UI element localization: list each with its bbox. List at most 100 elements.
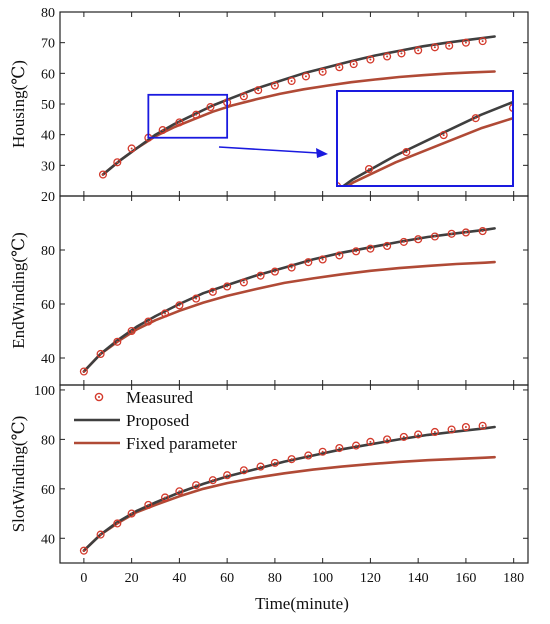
x-tick-label: 180	[503, 571, 524, 586]
measured-point-dot	[417, 238, 420, 241]
measured-point	[402, 148, 411, 157]
measured-point	[113, 519, 122, 528]
measured-point-dot	[433, 46, 436, 49]
measured-point-dot	[464, 426, 467, 429]
y-tick-label: 40	[41, 129, 55, 144]
measured-point-dot	[130, 512, 133, 515]
y-tick-label: 100	[34, 384, 55, 399]
measured-point-dot	[355, 250, 358, 253]
legend-marker-measured	[94, 392, 104, 402]
y-axis-title: Housing(℃)	[9, 60, 28, 148]
measured-point	[349, 60, 358, 69]
measured-point-dot	[307, 454, 310, 457]
measured-point	[304, 258, 313, 267]
legend-label-measured: Measured	[126, 388, 194, 407]
measured-point-dot	[164, 312, 167, 315]
measured-point-dot	[481, 424, 484, 427]
measured-point	[144, 500, 153, 509]
measured-point-dot	[257, 89, 260, 92]
measured-point-dot	[82, 370, 85, 373]
measured-point-dot	[267, 239, 269, 241]
measured-point-dot	[400, 52, 403, 55]
measured-point-dot	[259, 465, 262, 468]
measured-point-dot	[417, 433, 420, 436]
x-tick-label: 100	[312, 571, 333, 586]
measured-point	[208, 476, 217, 485]
measured-point-dot	[352, 63, 355, 66]
measured-point	[318, 447, 327, 456]
measured-point-dot	[402, 240, 405, 243]
measured-point	[318, 67, 327, 76]
measured-point-dot	[195, 113, 198, 116]
measured-point	[208, 287, 217, 296]
measured-point-dot	[321, 70, 324, 73]
measured-point	[161, 493, 170, 502]
measured-point-dot	[211, 290, 214, 293]
measured-point	[223, 471, 232, 480]
measured-point-dot	[178, 121, 181, 124]
measured-point	[287, 263, 296, 272]
measured-point-dot	[417, 49, 420, 52]
measured-point-dot	[386, 244, 389, 247]
measured-point-dot	[130, 330, 133, 332]
measured-point	[399, 237, 408, 246]
measured-point	[335, 63, 344, 72]
measured-point-dot	[178, 490, 181, 493]
measured-point	[127, 326, 136, 336]
measured-point-dot	[195, 484, 198, 487]
measured-point-dot	[369, 58, 372, 61]
measured-point-dot	[474, 117, 477, 120]
measured-point-dot	[242, 281, 245, 284]
measured-point	[223, 282, 232, 291]
y-tick-label: 60	[41, 483, 55, 498]
proposed-line	[101, 35, 496, 176]
measured-point	[192, 110, 201, 119]
measured-point-dot	[386, 55, 389, 58]
measured-point	[383, 52, 392, 61]
measured-point-dot	[130, 147, 133, 150]
measured-point-dot	[450, 232, 453, 235]
measured-point-dot	[450, 428, 453, 431]
measured-point	[296, 206, 303, 213]
measured-point-dot	[147, 503, 150, 506]
measured-point	[301, 72, 310, 81]
measured-point	[79, 546, 88, 555]
measured-point	[232, 264, 239, 271]
x-tick-label: 40	[172, 571, 186, 586]
measured-point-dot	[290, 458, 293, 461]
measured-point-dot	[273, 84, 276, 87]
measured-point	[161, 309, 170, 318]
measured-point	[445, 41, 454, 50]
panel-slot-winding: 40 60 80 100 0 20 40 60 80 100 120 140 160 180 SlotWin…	[9, 384, 529, 586]
x-tick-label: 0	[80, 571, 87, 586]
zoom-inset	[232, 90, 514, 271]
measured-point-dot	[355, 444, 358, 447]
proposed-line	[341, 100, 513, 186]
measured-point	[397, 49, 406, 58]
legend-marker-measured-dot	[98, 396, 100, 398]
measured-point	[399, 432, 408, 441]
y-tick-label: 40	[41, 352, 55, 367]
measured-point	[414, 46, 423, 55]
panel-frame	[59, 195, 529, 386]
measured-point	[96, 530, 105, 539]
zoom-region-box	[147, 93, 229, 139]
measured-point	[239, 466, 248, 475]
measured-point-dot	[226, 474, 229, 477]
measured-point	[127, 144, 136, 153]
measured-point-dot	[290, 266, 293, 269]
measured-point-dot	[259, 274, 262, 277]
measured-point	[430, 232, 439, 241]
measured-point	[364, 164, 374, 174]
measured-point-dot	[448, 44, 451, 47]
proposed-line	[82, 227, 496, 373]
panel-end-winding: 40 60 80 EndWinding(℃)	[9, 195, 529, 386]
measured-point-dot	[481, 40, 484, 43]
measured-point	[206, 103, 215, 112]
legend-label-fixed: Fixed parameter	[126, 434, 237, 453]
measured-point-dot	[338, 66, 341, 69]
measured-point	[366, 437, 375, 446]
measured-point-dot	[195, 297, 198, 300]
